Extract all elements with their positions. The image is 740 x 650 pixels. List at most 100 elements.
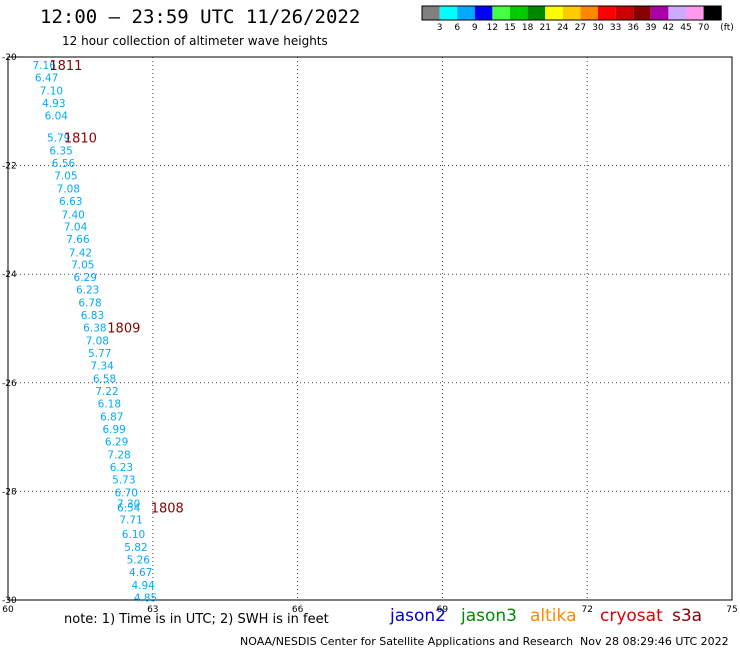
color-swatch bbox=[562, 6, 581, 20]
wave-height-value: 6.04 bbox=[45, 111, 69, 123]
wave-height-value: 4.85 bbox=[134, 592, 157, 604]
track-id-label: 1810 bbox=[64, 131, 97, 146]
color-swatch bbox=[422, 6, 440, 20]
legend-jason3: jason3 bbox=[461, 606, 517, 626]
color-swatch bbox=[474, 6, 493, 20]
track-id-label: 1809 bbox=[107, 321, 140, 336]
wave-height-value: 7.30 bbox=[117, 498, 140, 510]
legend-s3a: s3a bbox=[672, 606, 703, 626]
wave-height-value: 7.08 bbox=[86, 335, 109, 347]
y-tick-label: -20 bbox=[2, 53, 17, 63]
wave-height-value: 6.35 bbox=[49, 145, 72, 157]
wave-height-value: 7.28 bbox=[107, 449, 130, 461]
wave-height-value: 6.23 bbox=[110, 462, 133, 474]
wave-height-value: 6.87 bbox=[100, 411, 123, 423]
wave-height-value: 7.71 bbox=[119, 515, 142, 527]
wave-height-value: 6.70 bbox=[115, 487, 138, 499]
axis-ticks: 60 63 66 69 72 75 -20 -22 -24 -26 -28 -30 bbox=[2, 53, 738, 615]
color-swatch bbox=[439, 6, 458, 20]
color-scale-legend: 3 6 9 12 15 18 21 24 27 30 33 36 39 42 45 70 (ft) bbox=[421, 5, 734, 33]
color-swatch bbox=[598, 6, 616, 20]
color-scale-label: 33 bbox=[610, 23, 621, 33]
x-tick-label: 72 bbox=[581, 605, 592, 615]
wave-height-value: 7.04 bbox=[64, 221, 88, 233]
wave-height-value: 6.99 bbox=[102, 424, 125, 436]
color-swatch bbox=[703, 6, 722, 20]
color-swatch bbox=[650, 6, 669, 20]
legend-cryosat: cryosat bbox=[600, 606, 663, 626]
wave-height-value: 7.22 bbox=[95, 386, 118, 398]
color-swatch bbox=[580, 6, 598, 20]
track-id-label: 1808 bbox=[151, 502, 184, 517]
color-swatch bbox=[492, 6, 510, 20]
wave-height-value: 5.73 bbox=[112, 474, 135, 486]
color-swatch bbox=[615, 6, 634, 20]
color-scale-label: 6 bbox=[454, 23, 460, 33]
color-swatch bbox=[668, 6, 686, 20]
color-swatch bbox=[457, 6, 475, 20]
legend-jason2: jason2 bbox=[390, 606, 446, 626]
color-scale-label: 9 bbox=[472, 23, 478, 33]
footer-credit: NOAA/NESDIS Center for Satellite Applica… bbox=[240, 635, 574, 648]
wave-height-labels: 7.166.477.104.936.045.796.356.567.057.08… bbox=[33, 60, 158, 604]
wave-height-value: 4.93 bbox=[42, 98, 65, 110]
wave-height-value: 7.42 bbox=[69, 247, 92, 259]
color-swatch bbox=[527, 6, 546, 20]
y-tick-label: -22 bbox=[2, 162, 17, 172]
color-scale-label: 21 bbox=[539, 23, 550, 33]
footer-timestamp: Nov 28 08:29:46 UTC 2022 bbox=[580, 635, 729, 648]
wave-height-value: 6.38 bbox=[83, 322, 106, 334]
wave-height-value: 6.63 bbox=[59, 196, 82, 208]
track-labels: 1811 1810 1809 1808 bbox=[49, 59, 183, 517]
wave-height-value: 5.82 bbox=[124, 542, 147, 554]
wave-height-value: 6.10 bbox=[122, 529, 145, 541]
wave-height-value: 6.83 bbox=[81, 310, 104, 322]
x-tick-label: 63 bbox=[147, 605, 158, 615]
x-tick-label: 66 bbox=[292, 605, 304, 615]
color-scale-frame bbox=[421, 5, 722, 21]
wave-height-value: 5.77 bbox=[88, 348, 111, 360]
color-scale-unit: (ft) bbox=[720, 23, 734, 33]
wave-height-value: 7.40 bbox=[61, 209, 84, 221]
color-swatch bbox=[510, 6, 528, 20]
legend-altika: altika bbox=[530, 606, 577, 626]
x-tick-label: 69 bbox=[437, 605, 449, 615]
wave-height-value: 7.16 bbox=[33, 60, 57, 72]
wave-height-value: 5.26 bbox=[127, 554, 151, 566]
wave-height-value: 6.29 bbox=[105, 436, 128, 448]
wave-height-value: 6.18 bbox=[98, 398, 121, 410]
chart-title: 12:00 — 23:59 UTC 11/26/2022 bbox=[40, 6, 361, 28]
color-scale-label: 24 bbox=[557, 23, 569, 33]
grid-lines bbox=[8, 57, 732, 600]
wave-height-value: 6.23 bbox=[76, 284, 99, 296]
wave-height-value: 6.29 bbox=[74, 272, 97, 284]
x-tick-label: 75 bbox=[726, 605, 737, 615]
color-scale-label: 45 bbox=[680, 23, 691, 33]
wave-height-value: 6.56 bbox=[52, 158, 76, 170]
plot-frame bbox=[7, 56, 733, 601]
y-tick-label: -26 bbox=[2, 379, 17, 389]
color-scale-label: 15 bbox=[504, 23, 515, 33]
wave-height-value: 4.67 bbox=[129, 567, 152, 579]
x-tick-label: 60 bbox=[2, 605, 14, 615]
wave-height-value: 6.54 bbox=[117, 503, 141, 515]
wave-height-value: 7.05 bbox=[71, 259, 94, 271]
wave-height-value: 4.94 bbox=[131, 580, 155, 592]
footer-note: note: 1) Time is in UTC; 2) SWH is in fe… bbox=[64, 612, 329, 627]
wave-height-value: 7.34 bbox=[90, 360, 114, 372]
wave-height-value: 7.08 bbox=[57, 183, 80, 195]
wave-height-value: 7.05 bbox=[54, 170, 77, 182]
y-tick-label: -24 bbox=[2, 270, 17, 280]
wave-height-value: 6.58 bbox=[93, 373, 116, 385]
color-swatch bbox=[545, 6, 563, 20]
color-scale-label: 39 bbox=[645, 23, 657, 33]
wave-height-value: 7.10 bbox=[40, 86, 63, 98]
wave-height-value: 5.79 bbox=[47, 132, 70, 144]
color-scale-label: 18 bbox=[522, 23, 534, 33]
color-scale-label: 3 bbox=[437, 23, 443, 33]
color-scale-label: 42 bbox=[663, 23, 674, 33]
color-scale-label: 70 bbox=[698, 23, 710, 33]
color-scale-label: 12 bbox=[487, 23, 498, 33]
wave-height-value: 6.47 bbox=[35, 73, 58, 85]
